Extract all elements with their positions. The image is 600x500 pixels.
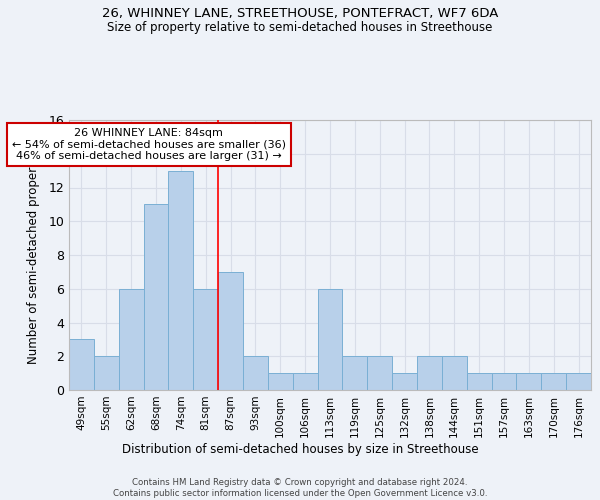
Bar [293,373,317,390]
Bar [541,373,566,390]
Bar [317,289,343,390]
Text: 26 WHINNEY LANE: 84sqm
← 54% of semi-detached houses are smaller (36)
46% of sem: 26 WHINNEY LANE: 84sqm ← 54% of semi-det… [11,128,286,161]
Y-axis label: Number of semi-detached properties: Number of semi-detached properties [27,146,40,364]
Text: Contains HM Land Registry data © Crown copyright and database right 2024.
Contai: Contains HM Land Registry data © Crown c… [113,478,487,498]
Bar [392,373,417,390]
Bar [417,356,442,390]
Bar [367,356,392,390]
Bar [442,356,467,390]
Bar [467,373,491,390]
Bar [218,272,243,390]
Bar [517,373,541,390]
Bar [69,340,94,390]
Bar [143,204,169,390]
Text: Distribution of semi-detached houses by size in Streethouse: Distribution of semi-detached houses by … [122,442,478,456]
Text: Size of property relative to semi-detached houses in Streethouse: Size of property relative to semi-detach… [107,21,493,34]
Bar [169,170,193,390]
Bar [268,373,293,390]
Bar [343,356,367,390]
Bar [119,289,143,390]
Text: 26, WHINNEY LANE, STREETHOUSE, PONTEFRACT, WF7 6DA: 26, WHINNEY LANE, STREETHOUSE, PONTEFRAC… [102,8,498,20]
Bar [193,289,218,390]
Bar [566,373,591,390]
Bar [491,373,517,390]
Bar [243,356,268,390]
Bar [94,356,119,390]
